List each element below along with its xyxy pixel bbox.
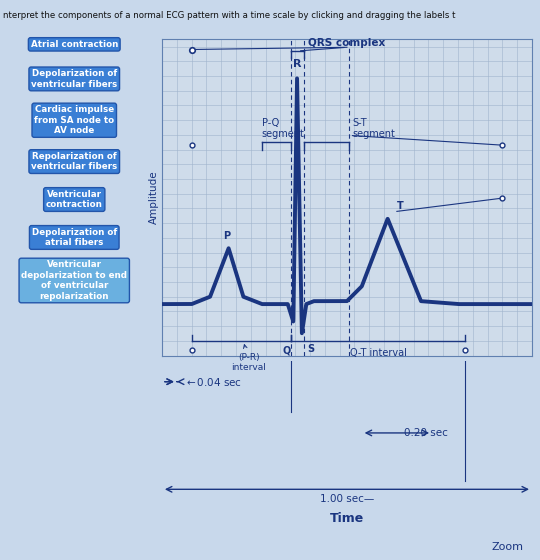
Text: Ventricular
contraction: Ventricular contraction bbox=[46, 190, 103, 209]
Text: Depolarization of
ventricular fibers: Depolarization of ventricular fibers bbox=[31, 69, 117, 88]
Text: $\leftarrow$0.04 sec: $\leftarrow$0.04 sec bbox=[184, 376, 242, 388]
Text: Ventricular
depolarization to end
of ventricular
repolarization: Ventricular depolarization to end of ven… bbox=[21, 260, 127, 301]
Text: Time: Time bbox=[330, 512, 364, 525]
Text: nterpret the components of a normal ECG pattern with a time scale by clicking an: nterpret the components of a normal ECG … bbox=[3, 11, 455, 20]
Text: 1.00 sec—: 1.00 sec— bbox=[320, 494, 374, 505]
Text: R: R bbox=[293, 59, 301, 69]
Text: Repolarization of
ventricular fibers: Repolarization of ventricular fibers bbox=[31, 152, 117, 171]
Text: S: S bbox=[307, 344, 314, 354]
Y-axis label: Amplitude: Amplitude bbox=[149, 171, 159, 224]
Text: Q-T interval: Q-T interval bbox=[350, 348, 407, 358]
Text: P: P bbox=[223, 231, 230, 241]
Text: S-T
segment: S-T segment bbox=[353, 118, 395, 139]
Text: Q: Q bbox=[282, 346, 291, 355]
Text: QRS complex: QRS complex bbox=[308, 38, 386, 48]
Text: Cardiac impulse
from SA node to
AV node: Cardiac impulse from SA node to AV node bbox=[34, 105, 114, 135]
Text: Atrial contraction: Atrial contraction bbox=[31, 40, 118, 49]
Text: Depolarization of
atrial fibers: Depolarization of atrial fibers bbox=[32, 228, 117, 247]
Text: P-Q
segment: P-Q segment bbox=[262, 118, 305, 139]
Text: (P-R)
interval: (P-R) interval bbox=[232, 344, 266, 372]
Text: T: T bbox=[397, 202, 403, 211]
Text: 0.20 sec: 0.20 sec bbox=[404, 428, 448, 438]
Text: Zoom: Zoom bbox=[492, 542, 524, 552]
